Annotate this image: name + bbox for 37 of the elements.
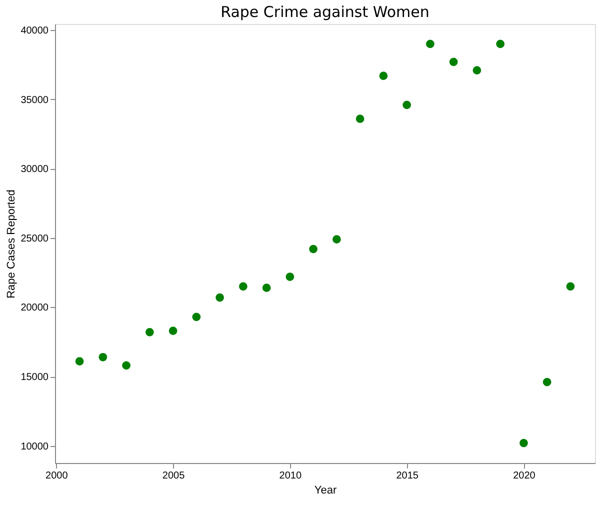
x-tick-label: 2020 [513, 470, 536, 482]
point [402, 100, 411, 110]
point [75, 357, 84, 366]
y-tick-label: 30000 [20, 164, 49, 176]
point [309, 244, 318, 254]
y-tick-label: 10000 [20, 441, 49, 452]
point [356, 114, 364, 123]
point [145, 328, 154, 336]
x-axis-title: Year [314, 484, 337, 496]
y-tick-label: 25000 [20, 233, 49, 244]
point [426, 40, 434, 48]
point [566, 282, 575, 291]
x-tick-label: 2010 [279, 470, 302, 482]
y-tick-label: 15000 [20, 372, 49, 384]
point [332, 235, 341, 244]
x-tick-label: 2005 [162, 470, 186, 482]
x-tick-label: 2015 [396, 470, 419, 482]
y-tick-label: 20000 [20, 302, 49, 314]
y-tick-label: 35000 [20, 94, 49, 106]
point [379, 72, 388, 80]
point [542, 378, 552, 386]
point [216, 293, 224, 302]
point [122, 361, 130, 370]
point [496, 40, 505, 48]
y-axis-title: Rape Cases Reported [6, 190, 18, 298]
point [192, 312, 201, 322]
point [98, 352, 108, 362]
point [520, 438, 528, 448]
point [286, 272, 294, 281]
point [262, 284, 271, 292]
point [472, 66, 482, 74]
y-tick-label: 40000 [20, 26, 49, 37]
point [449, 58, 458, 66]
point [239, 282, 248, 291]
chart-title: Rape Crime against Women [220, 3, 430, 21]
point [168, 326, 178, 335]
x-tick-label: 2000 [46, 470, 68, 482]
